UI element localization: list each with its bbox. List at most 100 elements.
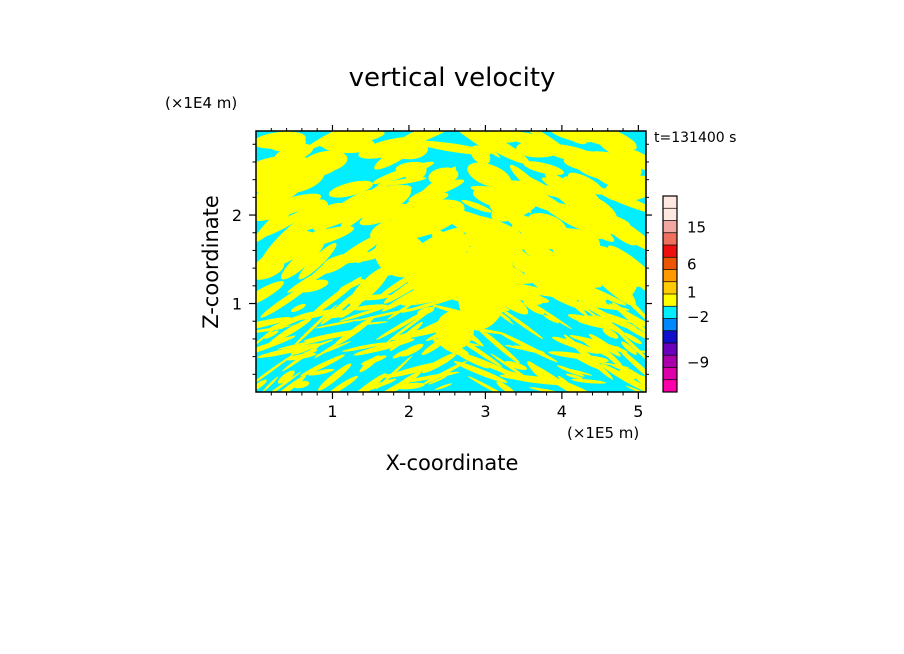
field-streak-254 xyxy=(401,296,458,313)
field-streak-66 xyxy=(416,203,461,232)
field-streak-297 xyxy=(573,379,607,384)
colorbar-swatch xyxy=(663,355,677,368)
field-streak-347 xyxy=(470,145,491,165)
colorbar-swatch xyxy=(663,220,677,234)
field-streak-330 xyxy=(529,387,563,392)
field-streak-353 xyxy=(517,294,573,330)
field-streak-302 xyxy=(368,260,432,278)
field-streak-181 xyxy=(504,344,526,350)
field-streak-218 xyxy=(256,170,311,207)
field-streak-263 xyxy=(462,353,518,377)
field-streak-285 xyxy=(517,172,580,208)
field-streak-344 xyxy=(503,213,541,244)
field-streak-193 xyxy=(449,331,503,368)
velocity-field xyxy=(256,131,646,392)
field-streak-242 xyxy=(315,319,360,329)
colorbar-tick-label: −2 xyxy=(687,308,709,326)
field-streak-13 xyxy=(354,308,416,322)
field-streak-314 xyxy=(291,304,337,349)
field-streak-229 xyxy=(590,185,646,215)
field-streak-358 xyxy=(433,320,456,330)
field-streak-291 xyxy=(488,270,534,284)
field-streak-300 xyxy=(425,324,461,342)
field-streak-14 xyxy=(277,370,295,384)
field-streak-87 xyxy=(383,264,444,304)
field-streak-206 xyxy=(558,290,589,317)
field-streak-357 xyxy=(343,373,387,392)
field-streak-261 xyxy=(552,244,591,264)
colorbar-frame xyxy=(662,195,678,393)
field-streak-352 xyxy=(607,279,646,327)
plot-area xyxy=(255,130,647,393)
field-streak-223 xyxy=(256,325,292,336)
field-streak-322 xyxy=(421,360,468,386)
field-streak-35 xyxy=(262,376,279,392)
colorbar-swatch xyxy=(663,232,677,246)
field-streak-41 xyxy=(627,349,646,354)
field-streak-333 xyxy=(421,352,457,374)
x-axis: 1 2 3 4 5 xyxy=(270,125,643,421)
field-streak-53 xyxy=(385,305,437,344)
y-axis-label: Z-coordinate xyxy=(199,195,223,329)
field-streak-126 xyxy=(438,131,501,158)
x-unit-label: (×1E5 m) xyxy=(567,424,639,442)
colorbar-swatch xyxy=(663,196,677,209)
field-streak-153 xyxy=(582,355,609,363)
field-streak-212 xyxy=(461,284,514,325)
field-streak-67 xyxy=(461,131,530,165)
field-streak-260 xyxy=(450,256,470,273)
field-streak-172 xyxy=(497,292,517,308)
field-streak-277 xyxy=(607,245,646,297)
field-streak-103 xyxy=(256,371,301,392)
field-streak-222 xyxy=(357,223,421,264)
field-streak-290 xyxy=(568,172,604,195)
field-streak-324 xyxy=(352,304,388,311)
colorbar-swatch xyxy=(663,343,677,356)
field-streak-147 xyxy=(256,317,291,333)
field-streak-327 xyxy=(544,172,595,208)
field-streak-168 xyxy=(320,289,361,325)
field-streak-313 xyxy=(527,138,547,156)
field-streak-219 xyxy=(453,361,508,383)
field-streak-169 xyxy=(486,286,550,303)
field-streak-250 xyxy=(619,370,646,382)
field-streak-216 xyxy=(360,321,389,326)
field-streak-170 xyxy=(256,335,296,359)
field-streak-355 xyxy=(567,368,593,376)
field-streak-98 xyxy=(315,341,352,356)
colorbar-tick-label: 1 xyxy=(687,284,697,302)
field-streak-328 xyxy=(556,365,585,377)
y-axis: 12 xyxy=(232,143,652,375)
field-streak-319 xyxy=(286,160,338,179)
field-streak-180 xyxy=(298,242,337,280)
field-streak-304 xyxy=(523,240,544,259)
field-streak-267 xyxy=(600,262,632,289)
field-streak-57 xyxy=(467,376,511,392)
field-streak-122 xyxy=(319,131,379,148)
x-axis-label: X-coordinate xyxy=(386,451,519,475)
field-streak-309 xyxy=(511,256,568,271)
field-streak-241 xyxy=(308,368,335,376)
field-streak-178 xyxy=(350,185,412,205)
field-streak-164 xyxy=(257,343,321,358)
field-streak-196 xyxy=(616,345,646,388)
field-streak-269 xyxy=(490,353,533,383)
plot-frame xyxy=(255,130,647,393)
field-streak-135 xyxy=(610,364,635,373)
field-streak-142 xyxy=(256,281,284,308)
x-tick-label: 1 xyxy=(327,402,337,421)
field-streak-312 xyxy=(497,306,544,340)
field-streak-151 xyxy=(625,385,646,392)
field-streak-257 xyxy=(358,294,392,301)
colorbar-swatch xyxy=(663,281,677,295)
field-streak-238 xyxy=(339,279,365,291)
field-streak-201 xyxy=(459,297,510,311)
colorbar-swatch xyxy=(663,294,677,307)
field-streak-310 xyxy=(363,204,386,222)
field-streak-228 xyxy=(274,200,319,215)
field-streak-132 xyxy=(513,345,545,354)
colorbar-swatch xyxy=(663,318,677,332)
field-streak-191 xyxy=(277,337,332,350)
field-streak-117 xyxy=(428,375,448,385)
field-streak-104 xyxy=(504,361,528,370)
